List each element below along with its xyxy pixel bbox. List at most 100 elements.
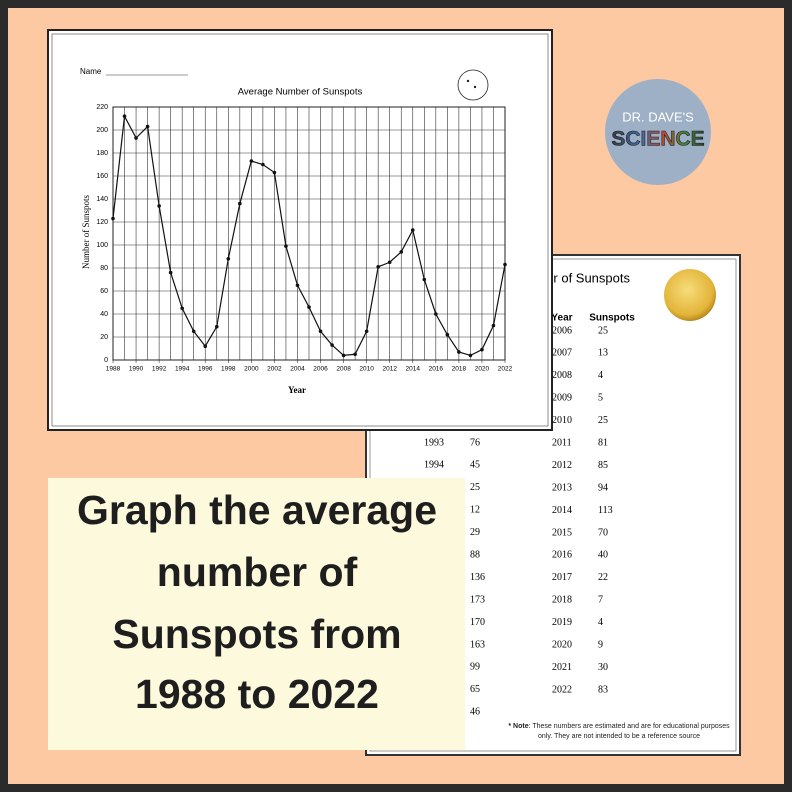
point bbox=[122, 114, 127, 118]
sun-icon bbox=[457, 69, 489, 101]
x-tick-label: 2022 bbox=[498, 366, 513, 373]
point bbox=[295, 283, 300, 288]
y-tick-label: 60 bbox=[100, 288, 108, 295]
point bbox=[468, 353, 473, 358]
table-cell: 136 bbox=[470, 572, 485, 583]
x-tick-label: 2012 bbox=[382, 366, 397, 373]
table-cell: 30 bbox=[598, 662, 608, 673]
x-tick-label: 1988 bbox=[106, 366, 121, 373]
y-tick-label: 100 bbox=[96, 242, 108, 249]
point bbox=[399, 250, 404, 254]
note-label: * Note bbox=[508, 723, 529, 730]
point bbox=[364, 329, 369, 334]
x-tick-label: 2008 bbox=[336, 366, 351, 373]
table-cell: 173 bbox=[470, 594, 485, 605]
table-cell: 12 bbox=[470, 505, 480, 516]
table-cell: 25 bbox=[470, 482, 480, 493]
table-cell: 81 bbox=[598, 437, 608, 448]
x-tick-label: 2000 bbox=[244, 366, 259, 373]
table-cell: 2008 bbox=[552, 370, 572, 381]
name-label: Name bbox=[80, 67, 102, 76]
note: * Note: These numbers are estimated and … bbox=[508, 722, 730, 742]
point bbox=[353, 352, 357, 357]
caption-line: 1988 to 2022 bbox=[135, 671, 379, 717]
table-cell: 46 bbox=[470, 707, 480, 718]
table-cell: 13 bbox=[598, 348, 608, 359]
table-cell: 2014 bbox=[552, 505, 572, 516]
table-cell: 94 bbox=[598, 482, 608, 493]
table-cell: 1994 bbox=[424, 460, 444, 471]
y-axis-label: Number of Sunspots bbox=[81, 195, 91, 269]
x-tick-label: 1998 bbox=[221, 366, 236, 373]
table-cell: 40 bbox=[598, 550, 608, 561]
point bbox=[249, 159, 254, 163]
table-cell: 163 bbox=[470, 639, 485, 650]
x-tick-label: 2006 bbox=[313, 366, 328, 373]
table-cell: 113 bbox=[598, 505, 613, 516]
y-tick-label: 40 bbox=[100, 311, 108, 318]
table-cell: 170 bbox=[470, 617, 485, 628]
point bbox=[318, 329, 323, 334]
point bbox=[330, 343, 334, 347]
table-cell: 2021 bbox=[552, 662, 572, 673]
point bbox=[111, 216, 115, 221]
table-cell: 2006 bbox=[552, 325, 572, 336]
table-cell: 2010 bbox=[552, 415, 572, 426]
x-tick-label: 1996 bbox=[198, 366, 213, 373]
point bbox=[191, 329, 196, 334]
table-cell: 2016 bbox=[552, 550, 572, 561]
table-cell: 2009 bbox=[552, 393, 572, 404]
point bbox=[434, 312, 438, 316]
table-cell: 25 bbox=[598, 325, 608, 336]
caption-line: number of bbox=[157, 549, 358, 595]
table-cell: 2018 bbox=[552, 595, 572, 606]
point bbox=[168, 270, 173, 275]
y-tick-label: 200 bbox=[96, 127, 108, 134]
x-tick-label: 2016 bbox=[429, 366, 444, 373]
caption-box bbox=[48, 478, 465, 750]
table-cell: 65 bbox=[470, 684, 480, 695]
caption-line: Sunspots from bbox=[112, 611, 401, 657]
table-cell: 4 bbox=[598, 370, 603, 381]
logo-text: SCIENCE bbox=[611, 128, 704, 151]
sun-icon-dot bbox=[466, 79, 470, 83]
table-cell: 5 bbox=[598, 393, 603, 404]
sun-icon-dot bbox=[473, 85, 477, 89]
table-cell: 9 bbox=[598, 639, 603, 650]
table-cell: 2015 bbox=[552, 527, 572, 538]
table-cell: 2011 bbox=[552, 437, 572, 448]
y-tick-label: 180 bbox=[96, 150, 108, 157]
table-cell: 22 bbox=[598, 572, 608, 583]
table-cell: 25 bbox=[598, 415, 608, 426]
table-cell: 45 bbox=[470, 460, 480, 471]
y-tick-label: 220 bbox=[96, 104, 108, 111]
table-cell: 4 bbox=[598, 617, 603, 628]
point bbox=[214, 324, 219, 329]
worksheet-inner bbox=[51, 33, 549, 427]
worksheet bbox=[47, 29, 553, 431]
table-cell: 2020 bbox=[552, 639, 572, 650]
point bbox=[491, 323, 496, 328]
table-cell: 2019 bbox=[552, 617, 572, 628]
y-tick-label: 80 bbox=[100, 265, 108, 272]
point bbox=[157, 204, 161, 208]
x-tick-label: 2018 bbox=[452, 366, 467, 373]
table-cell: 83 bbox=[598, 684, 608, 695]
point bbox=[480, 347, 484, 352]
point bbox=[445, 332, 450, 337]
sun-image bbox=[664, 269, 716, 321]
x-tick-label: 1992 bbox=[152, 366, 167, 373]
x-tick-label: 2004 bbox=[290, 366, 305, 373]
point bbox=[341, 353, 346, 358]
point bbox=[503, 262, 507, 267]
y-tick-label: 160 bbox=[96, 173, 108, 180]
table-cell: 70 bbox=[598, 527, 608, 538]
table-cell: 2007 bbox=[552, 348, 572, 359]
plot-border bbox=[112, 106, 506, 361]
point bbox=[203, 344, 208, 349]
x-tick-label: 2014 bbox=[406, 366, 421, 373]
point bbox=[180, 306, 184, 311]
point bbox=[145, 124, 150, 129]
table-cell: 85 bbox=[598, 460, 608, 471]
